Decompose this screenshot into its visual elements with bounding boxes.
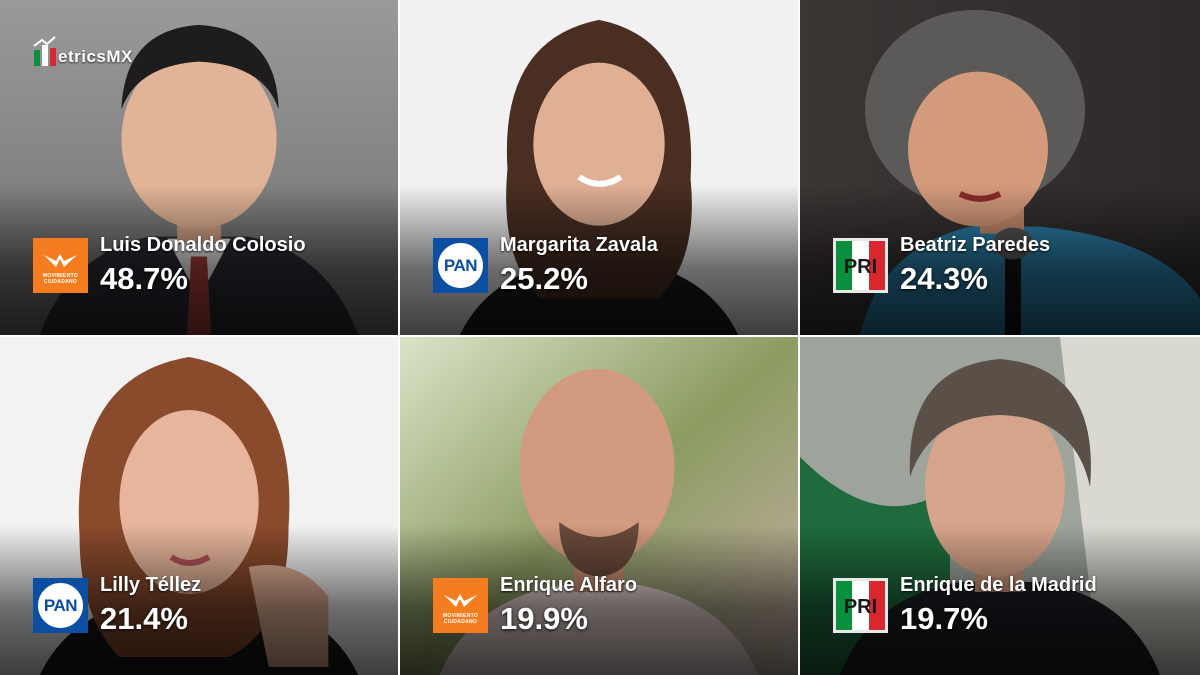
movimiento-ciudadano-logo-icon: MOVIMIENTO CIUDADANO (433, 578, 488, 633)
candidate-info: PRI Enrique de la Madrid 19.7% (833, 574, 1097, 637)
candidate-percent: 19.9% (500, 601, 588, 636)
candidate-info: PAN Lilly Téllez 21.4% (33, 574, 201, 637)
candidate-card-paredes[interactable]: PRI Beatriz Paredes 24.3% (800, 0, 1200, 337)
candidate-card-de-la-madrid[interactable]: PRI Enrique de la Madrid 19.7% (800, 337, 1200, 675)
svg-text:PRI: PRI (844, 596, 877, 618)
candidate-name: Enrique Alfaro (500, 574, 638, 596)
candidate-percent: 24.3% (900, 261, 988, 296)
movimiento-ciudadano-logo-icon: MOVIMIENTO CIUDADANO (33, 238, 88, 293)
svg-text:PRI: PRI (844, 256, 877, 278)
candidate-percent: 21.4% (100, 601, 188, 636)
candidate-card-zavala[interactable]: PAN Margarita Zavala 25.2% (400, 0, 800, 337)
candidate-name: Enrique de la Madrid (900, 574, 1097, 596)
candidate-percent: 19.7% (900, 601, 988, 636)
pri-logo-icon: PRI (833, 578, 888, 633)
candidate-info: MOVIMIENTO CIUDADANO Enrique Alfaro 19.9… (433, 574, 637, 637)
candidate-name: Lilly Téllez (100, 574, 202, 596)
candidate-percent: 25.2% (500, 261, 588, 296)
brand-logo: etricsMX (33, 36, 133, 66)
candidate-card-colosio[interactable]: MOVIMIENTO CIUDADANO Luis Donaldo Colosi… (0, 0, 400, 337)
candidate-name: Beatriz Paredes (900, 234, 1051, 256)
metrics-mx-logo-icon (33, 36, 56, 66)
candidate-info: PRI Beatriz Paredes 24.3% (833, 234, 1050, 297)
candidate-percent: 48.7% (100, 261, 188, 296)
candidate-card-tellez[interactable]: PAN Lilly Téllez 21.4% (0, 337, 400, 675)
candidate-card-alfaro[interactable]: MOVIMIENTO CIUDADANO Enrique Alfaro 19.9… (400, 337, 800, 675)
pan-logo-icon: PAN (33, 578, 88, 633)
pri-logo-icon: PRI (833, 238, 888, 293)
brand-name: etricsMX (58, 47, 133, 66)
candidate-name: Margarita Zavala (500, 234, 658, 256)
candidate-info: MOVIMIENTO CIUDADANO Luis Donaldo Colosi… (33, 234, 306, 297)
candidate-name: Luis Donaldo Colosio (100, 234, 306, 256)
candidate-info: PAN Margarita Zavala 25.2% (433, 234, 658, 297)
pan-logo-icon: PAN (433, 238, 488, 293)
